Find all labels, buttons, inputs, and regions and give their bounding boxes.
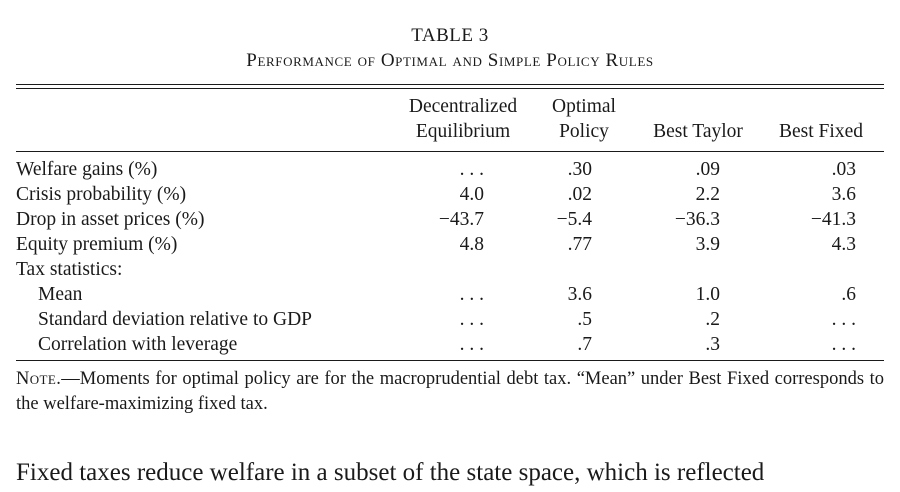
cell-taylor: −36.3	[674, 209, 720, 230]
cell-taylor: 3.9	[695, 234, 720, 255]
cell-fixed: . . .	[831, 334, 856, 355]
header-decentralized-line1: Decentralized	[408, 96, 518, 117]
cell-decentralized: . . .	[459, 159, 484, 180]
body-paragraph: Fixed taxes reduce welfare in a subset o…	[16, 459, 765, 486]
cell-decentralized: . . .	[459, 309, 484, 330]
policy-performance-table: Decentralized Equilibrium Optimal Policy…	[16, 89, 884, 361]
cell-optimal: 3.6	[567, 284, 592, 305]
note-label: Note.	[16, 369, 62, 389]
cell-decentralized: . . .	[459, 284, 484, 305]
table-row: Welfare gains (%) . . . .30 .09 .03	[16, 152, 884, 182]
cell-fixed: . . .	[831, 309, 856, 330]
row-label: Drop in asset prices (%)	[16, 209, 205, 230]
top-double-rule	[16, 84, 884, 89]
cell-decentralized: −43.7	[438, 209, 484, 230]
table-row: Correlation with leverage . . . .7 .3 . …	[16, 332, 884, 361]
cell-taylor: .2	[705, 309, 720, 330]
table-row: Equity premium (%) 4.8 .77 3.9 4.3	[16, 232, 884, 257]
header-optimal-line2: Policy	[559, 121, 609, 142]
table-row: Drop in asset prices (%) −43.7 −5.4 −36.…	[16, 207, 884, 232]
row-label: Equity premium (%)	[16, 234, 178, 255]
cell-fixed: 4.3	[831, 234, 856, 255]
cell-fixed: 3.6	[831, 184, 856, 205]
bottom-rule	[16, 360, 884, 361]
cell-optimal: .5	[577, 309, 592, 330]
cell-optimal: −5.4	[556, 209, 592, 230]
table-3: TABLE 3 Performance of Optimal and Simpl…	[16, 24, 884, 417]
header-best-fixed: Best Fixed	[779, 121, 863, 142]
cell-decentralized: . . .	[459, 334, 484, 355]
row-label: Crisis probability (%)	[16, 184, 187, 205]
row-label: Correlation with leverage	[38, 334, 238, 355]
header-optimal-policy: Optimal Policy	[530, 89, 638, 152]
cell-fixed: −41.3	[810, 209, 856, 230]
table-section-row: Tax statistics:	[16, 257, 884, 282]
cell-taylor: 2.2	[695, 184, 720, 205]
row-label: Mean	[38, 284, 83, 305]
header-optimal-line1: Optimal	[552, 96, 616, 117]
header-best-taylor: Best Taylor	[653, 121, 743, 142]
table-number: TABLE 3	[411, 25, 489, 46]
row-label: Welfare gains (%)	[16, 159, 158, 180]
cell-taylor: .09	[695, 159, 720, 180]
cell-optimal: .77	[567, 234, 592, 255]
table-row: Standard deviation relative to GDP . . .…	[16, 307, 884, 332]
cell-optimal: .02	[567, 184, 592, 205]
cell-optimal: .7	[577, 334, 592, 355]
table-title: Performance of Optimal and Simple Policy…	[246, 50, 654, 71]
cell-taylor: .3	[705, 334, 720, 355]
cell-fixed: .6	[841, 284, 856, 305]
tax-section-label: Tax statistics:	[16, 259, 123, 280]
note-text: —Moments for optimal policy are for the …	[16, 369, 884, 414]
cell-fixed: .03	[831, 159, 856, 180]
table-row: Crisis probability (%) 4.0 .02 2.2 3.6	[16, 182, 884, 207]
header-row: Decentralized Equilibrium Optimal Policy…	[16, 89, 884, 152]
cell-decentralized: 4.8	[459, 234, 484, 255]
cell-decentralized: 4.0	[459, 184, 484, 205]
table-row: Mean . . . 3.6 1.0 .6	[16, 282, 884, 307]
header-label-column	[16, 89, 396, 152]
header-decentralized-equilibrium: Decentralized Equilibrium	[396, 89, 530, 152]
header-rule	[16, 151, 884, 152]
cell-optimal: .30	[567, 159, 592, 180]
cell-taylor: 1.0	[695, 284, 720, 305]
header-decentralized-line2: Equilibrium	[415, 121, 511, 142]
row-label: Standard deviation relative to GDP	[38, 309, 313, 330]
table-note: Note.—Moments for optimal policy are for…	[16, 367, 884, 417]
